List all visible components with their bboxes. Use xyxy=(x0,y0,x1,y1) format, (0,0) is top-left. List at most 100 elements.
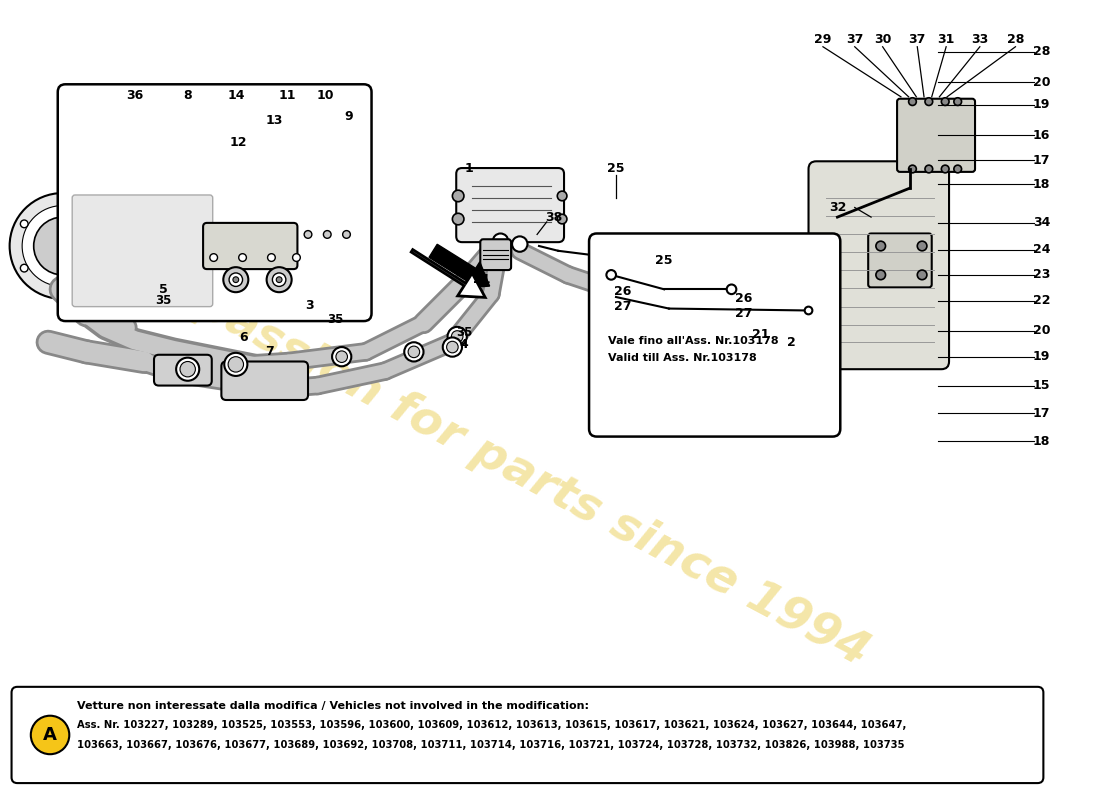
Circle shape xyxy=(21,220,29,228)
Circle shape xyxy=(97,264,104,272)
Circle shape xyxy=(447,342,459,353)
Circle shape xyxy=(606,270,616,280)
Circle shape xyxy=(925,165,933,173)
Circle shape xyxy=(805,306,813,314)
FancyBboxPatch shape xyxy=(898,98,975,172)
FancyBboxPatch shape xyxy=(12,687,1044,783)
Circle shape xyxy=(266,267,292,292)
FancyBboxPatch shape xyxy=(154,354,212,386)
Text: 6: 6 xyxy=(239,331,248,344)
Circle shape xyxy=(336,351,348,362)
Circle shape xyxy=(876,241,886,251)
Circle shape xyxy=(452,214,464,225)
Text: Ass. Nr. 103227, 103289, 103525, 103553, 103596, 103600, 103609, 103612, 103613,: Ass. Nr. 103227, 103289, 103525, 103553,… xyxy=(77,720,906,730)
Text: 5: 5 xyxy=(160,283,168,296)
Text: 10: 10 xyxy=(317,90,334,102)
Circle shape xyxy=(942,98,949,106)
Circle shape xyxy=(273,273,286,286)
Circle shape xyxy=(176,358,199,381)
Circle shape xyxy=(10,193,116,299)
Text: 17: 17 xyxy=(1033,154,1050,167)
Circle shape xyxy=(223,267,249,292)
FancyBboxPatch shape xyxy=(221,362,308,400)
Circle shape xyxy=(332,347,351,366)
Circle shape xyxy=(405,342,424,362)
Circle shape xyxy=(513,236,528,252)
Text: 13: 13 xyxy=(265,114,283,127)
Circle shape xyxy=(493,234,508,249)
Circle shape xyxy=(954,98,961,106)
Text: 12: 12 xyxy=(230,135,248,149)
Text: 37: 37 xyxy=(909,33,926,46)
Circle shape xyxy=(34,217,91,275)
FancyBboxPatch shape xyxy=(204,223,297,269)
Circle shape xyxy=(31,716,69,754)
Circle shape xyxy=(558,191,566,201)
Circle shape xyxy=(229,273,243,286)
Text: 9: 9 xyxy=(344,110,353,122)
Circle shape xyxy=(293,254,300,262)
FancyBboxPatch shape xyxy=(868,234,932,287)
Text: 3: 3 xyxy=(306,299,315,312)
Text: 38: 38 xyxy=(544,210,562,224)
Text: 19: 19 xyxy=(1033,350,1050,363)
Text: 25: 25 xyxy=(656,254,673,267)
Text: Vetture non interessate dalla modifica / Vehicles not involved in the modificati: Vetture non interessate dalla modifica /… xyxy=(77,701,588,711)
Text: 27: 27 xyxy=(614,300,631,313)
Circle shape xyxy=(233,277,239,282)
FancyArrow shape xyxy=(429,244,490,288)
Circle shape xyxy=(443,338,462,357)
FancyBboxPatch shape xyxy=(73,195,212,306)
Text: 8: 8 xyxy=(184,90,192,102)
Circle shape xyxy=(408,346,420,358)
Text: A: A xyxy=(43,726,57,744)
Text: 25: 25 xyxy=(607,162,625,175)
Text: Vale fino all'Ass. Nr.103178: Vale fino all'Ass. Nr.103178 xyxy=(608,336,779,346)
Text: 20: 20 xyxy=(1033,76,1050,89)
Text: 26: 26 xyxy=(614,285,631,298)
Text: 30: 30 xyxy=(873,33,891,46)
Circle shape xyxy=(909,165,916,173)
Text: 16: 16 xyxy=(1033,129,1050,142)
Text: 18: 18 xyxy=(1033,178,1050,191)
Circle shape xyxy=(323,230,331,238)
Text: Valid till Ass. Nr.103178: Valid till Ass. Nr.103178 xyxy=(608,354,757,363)
Circle shape xyxy=(267,254,275,262)
Text: 28: 28 xyxy=(1033,45,1050,58)
Circle shape xyxy=(97,220,104,228)
Text: 21: 21 xyxy=(751,328,769,341)
Text: 20: 20 xyxy=(1033,324,1050,337)
FancyBboxPatch shape xyxy=(808,162,949,369)
Text: 19: 19 xyxy=(1033,98,1050,111)
Circle shape xyxy=(305,230,312,238)
Text: 23: 23 xyxy=(1033,268,1050,282)
FancyBboxPatch shape xyxy=(58,84,372,321)
Text: a passion for parts since 1994: a passion for parts since 1994 xyxy=(144,258,876,676)
FancyBboxPatch shape xyxy=(456,168,564,242)
Circle shape xyxy=(448,327,466,346)
Text: 18: 18 xyxy=(1033,435,1050,448)
Circle shape xyxy=(239,254,246,262)
Text: 4: 4 xyxy=(460,338,469,350)
Circle shape xyxy=(451,330,463,342)
Text: 32: 32 xyxy=(828,201,846,214)
Text: 33: 33 xyxy=(971,33,989,46)
Text: 34: 34 xyxy=(1033,216,1050,230)
Text: 21: 21 xyxy=(473,273,490,286)
FancyBboxPatch shape xyxy=(768,296,791,319)
Text: 11: 11 xyxy=(278,90,296,102)
Text: 31: 31 xyxy=(937,33,955,46)
Circle shape xyxy=(22,206,103,286)
Text: 14: 14 xyxy=(227,90,244,102)
Text: 35: 35 xyxy=(327,313,343,326)
Text: 2: 2 xyxy=(786,336,795,349)
Circle shape xyxy=(925,98,933,106)
Text: 17: 17 xyxy=(1033,407,1050,420)
Circle shape xyxy=(180,362,196,377)
Circle shape xyxy=(954,165,961,173)
Circle shape xyxy=(343,230,351,238)
Circle shape xyxy=(942,165,949,173)
Text: 28: 28 xyxy=(1006,33,1024,46)
Circle shape xyxy=(58,286,66,294)
Circle shape xyxy=(276,277,282,282)
